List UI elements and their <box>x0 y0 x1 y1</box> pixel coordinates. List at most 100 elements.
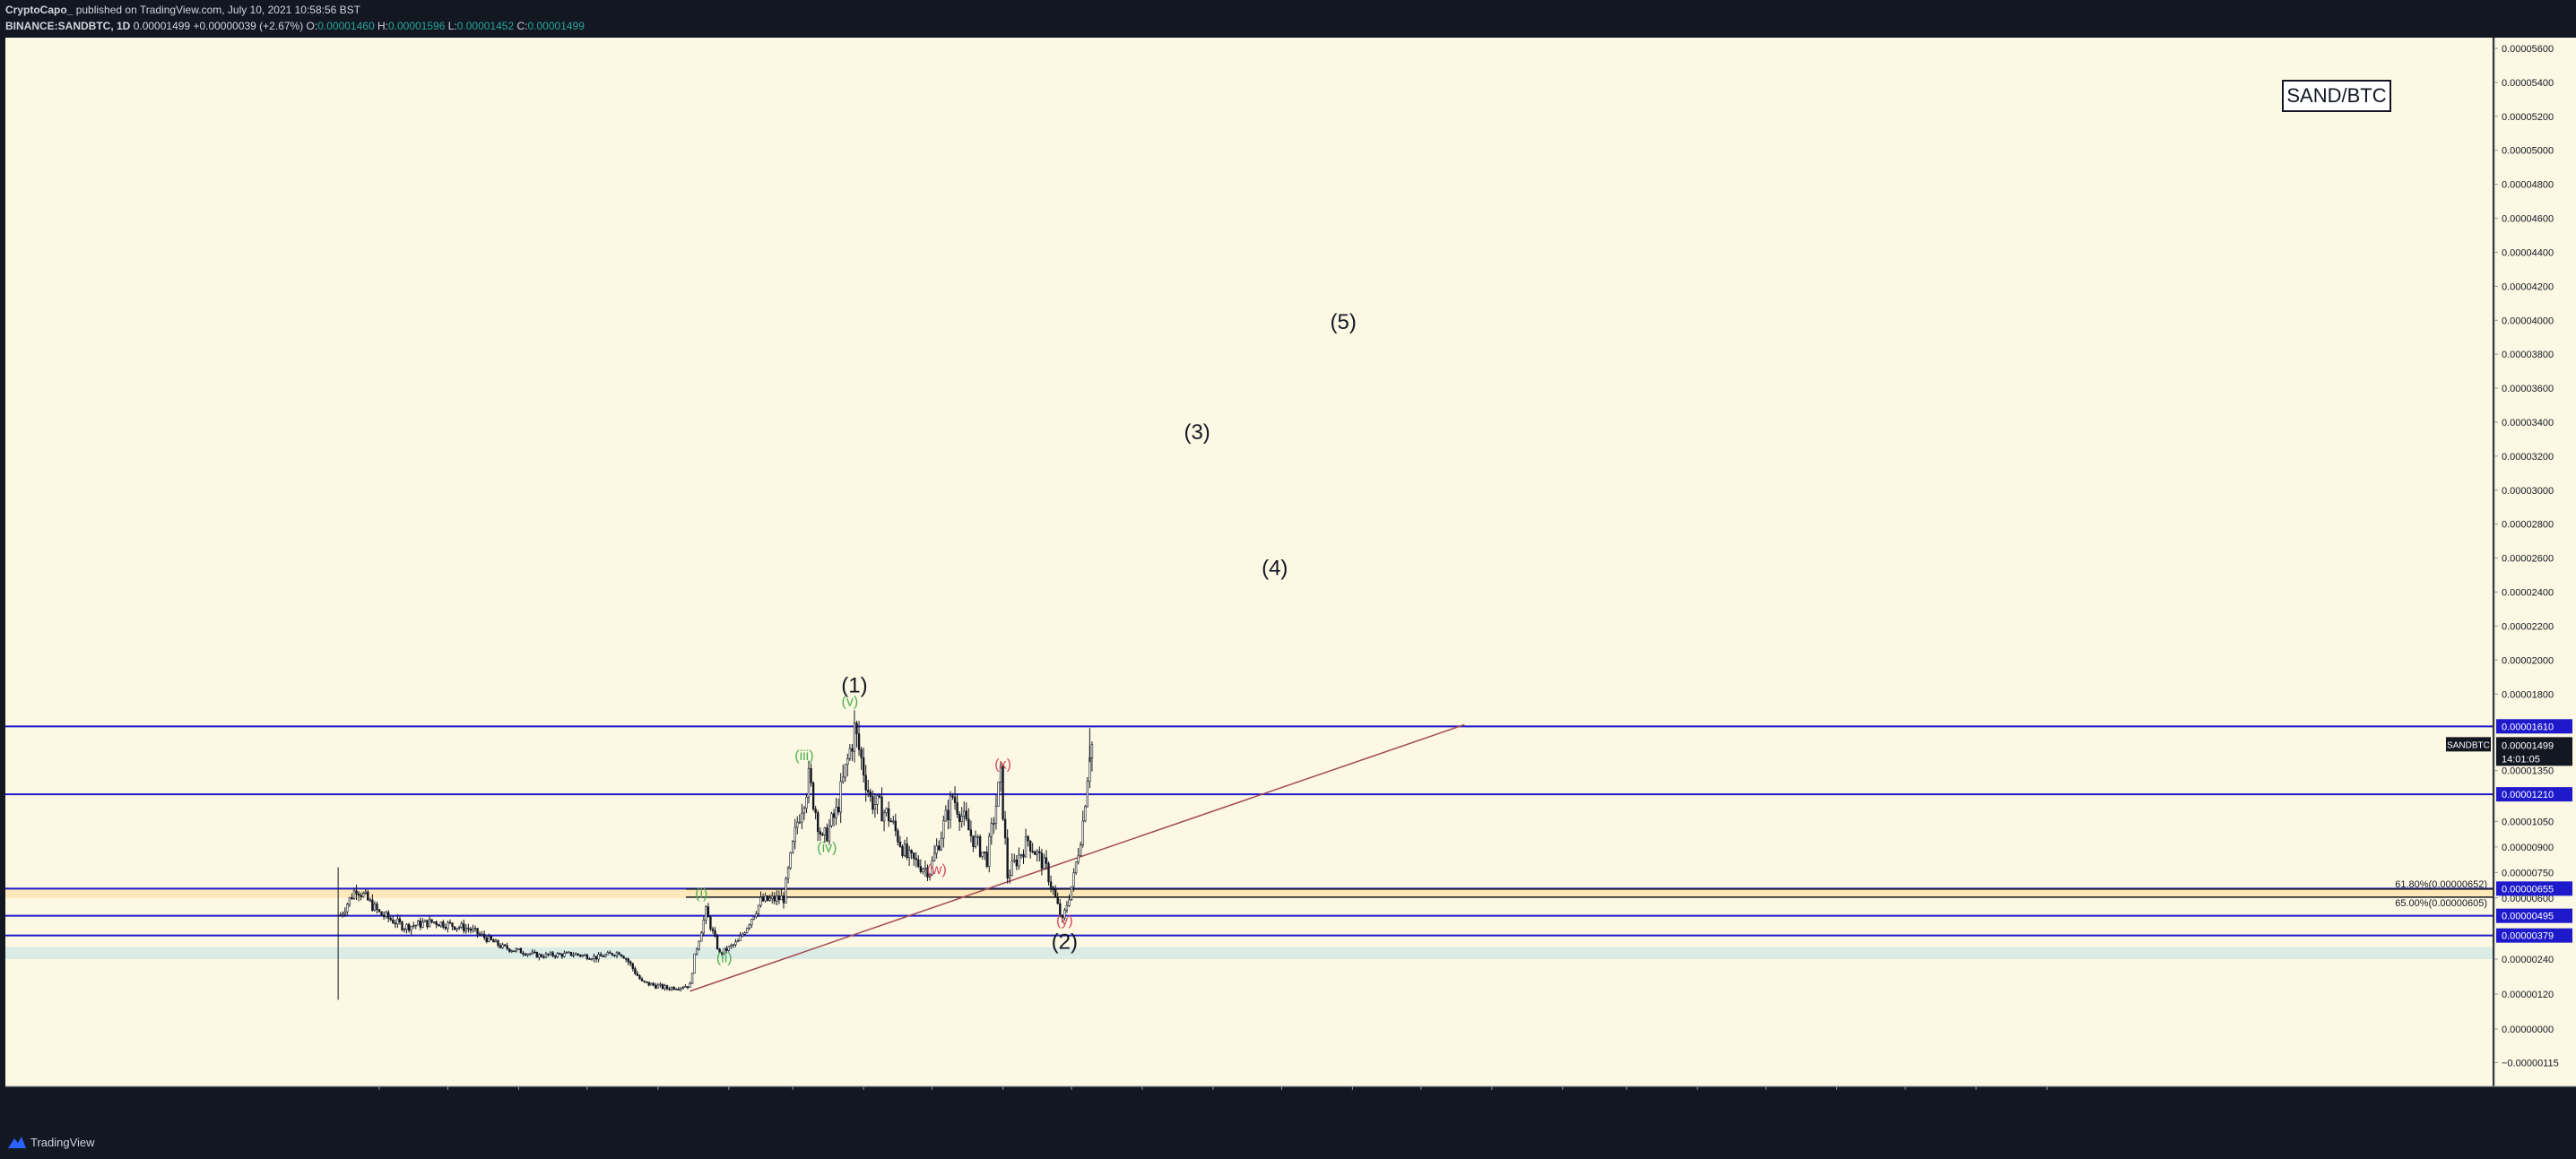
chart-title-box[interactable] <box>2282 80 2391 112</box>
candle[interactable] <box>932 852 936 861</box>
candle[interactable] <box>844 764 846 778</box>
candle[interactable] <box>624 957 628 960</box>
symbol-tag[interactable] <box>2446 737 2491 752</box>
candle[interactable] <box>780 895 783 901</box>
candle[interactable] <box>757 904 760 914</box>
candle[interactable] <box>913 852 915 859</box>
candle[interactable] <box>1018 854 1020 867</box>
candle[interactable] <box>405 923 408 930</box>
candle[interactable] <box>882 812 886 822</box>
candle[interactable] <box>1052 887 1054 891</box>
candle[interactable] <box>976 836 979 838</box>
wave-label-major[interactable]: (3) <box>1184 420 1210 445</box>
candle[interactable] <box>547 953 550 956</box>
candle[interactable] <box>867 790 870 792</box>
candle[interactable] <box>499 945 502 948</box>
candle[interactable] <box>342 913 344 916</box>
candle[interactable] <box>764 895 767 902</box>
candle[interactable] <box>746 928 749 933</box>
candle[interactable] <box>857 733 861 750</box>
wave-label-minor[interactable]: (w) <box>927 862 947 878</box>
candle[interactable] <box>588 958 591 960</box>
candle[interactable] <box>1081 820 1084 845</box>
candle[interactable] <box>702 919 705 934</box>
candle[interactable] <box>618 952 620 956</box>
candle[interactable] <box>848 748 852 759</box>
candle[interactable] <box>1024 835 1028 858</box>
candle[interactable] <box>442 921 445 928</box>
candle[interactable] <box>1006 837 1009 878</box>
candle[interactable] <box>364 891 367 894</box>
candle[interactable] <box>476 928 479 935</box>
candle[interactable] <box>535 952 538 958</box>
candle[interactable] <box>377 909 381 912</box>
candle[interactable] <box>915 858 917 861</box>
candle[interactable] <box>1090 744 1094 758</box>
candle[interactable] <box>640 978 644 982</box>
wave-label-minor[interactable]: (iv) <box>817 841 837 856</box>
candle[interactable] <box>880 796 883 822</box>
candle[interactable] <box>638 975 641 980</box>
candle[interactable] <box>531 951 533 955</box>
candle[interactable] <box>494 939 498 943</box>
candle[interactable] <box>672 987 675 990</box>
candle[interactable] <box>579 954 582 956</box>
candle[interactable] <box>963 810 966 817</box>
candle[interactable] <box>768 897 771 901</box>
price-chart[interactable]: 61.80%(0.00000652)65.00%(0.00000605)(1)(… <box>0 38 2576 1126</box>
candle[interactable] <box>515 948 518 952</box>
candle[interactable] <box>1043 857 1045 869</box>
candle[interactable] <box>513 950 516 953</box>
candle[interactable] <box>376 904 378 911</box>
candle[interactable] <box>698 940 700 950</box>
candle[interactable] <box>360 895 362 897</box>
last-price-badge[interactable] <box>2496 737 2572 766</box>
tradingview-logo-icon[interactable] <box>7 1135 27 1149</box>
candle[interactable] <box>636 973 639 976</box>
candle[interactable] <box>810 767 812 783</box>
candle[interactable] <box>830 813 833 826</box>
candle[interactable] <box>1068 899 1071 906</box>
candle[interactable] <box>842 776 845 783</box>
candle[interactable] <box>565 952 568 954</box>
candle[interactable] <box>412 925 415 927</box>
candle[interactable] <box>862 757 865 776</box>
candle[interactable] <box>785 878 787 904</box>
candle[interactable] <box>897 830 899 843</box>
candle[interactable] <box>439 921 442 927</box>
candle[interactable] <box>924 867 927 869</box>
candle[interactable] <box>680 987 682 990</box>
level-price-badge[interactable] <box>2496 908 2572 923</box>
candle[interactable] <box>903 843 906 856</box>
candle[interactable] <box>467 928 470 930</box>
candle[interactable] <box>584 954 586 956</box>
candle[interactable] <box>686 986 690 989</box>
candle[interactable] <box>743 932 746 935</box>
candle[interactable] <box>705 906 707 921</box>
candle[interactable] <box>967 818 970 831</box>
candle[interactable] <box>348 896 351 905</box>
candle[interactable] <box>853 722 856 752</box>
candle[interactable] <box>483 933 486 938</box>
candle[interactable] <box>716 936 719 950</box>
candle[interactable] <box>380 911 383 916</box>
candle[interactable] <box>711 929 715 931</box>
candle[interactable] <box>684 986 687 989</box>
candle[interactable] <box>357 893 360 896</box>
candle[interactable] <box>510 950 513 953</box>
candle[interactable] <box>969 829 973 836</box>
candle[interactable] <box>563 952 566 957</box>
candle[interactable] <box>1036 851 1038 855</box>
candle[interactable] <box>796 821 799 828</box>
candle[interactable] <box>508 948 511 952</box>
candle[interactable] <box>355 890 358 895</box>
candle[interactable] <box>741 933 744 937</box>
candle[interactable] <box>798 821 801 824</box>
candle[interactable] <box>659 983 662 986</box>
candle[interactable] <box>876 795 879 805</box>
candle[interactable] <box>901 846 904 856</box>
candle[interactable] <box>761 896 765 902</box>
candle[interactable] <box>447 921 449 930</box>
candle[interactable] <box>1079 844 1082 856</box>
candle[interactable] <box>718 948 721 953</box>
